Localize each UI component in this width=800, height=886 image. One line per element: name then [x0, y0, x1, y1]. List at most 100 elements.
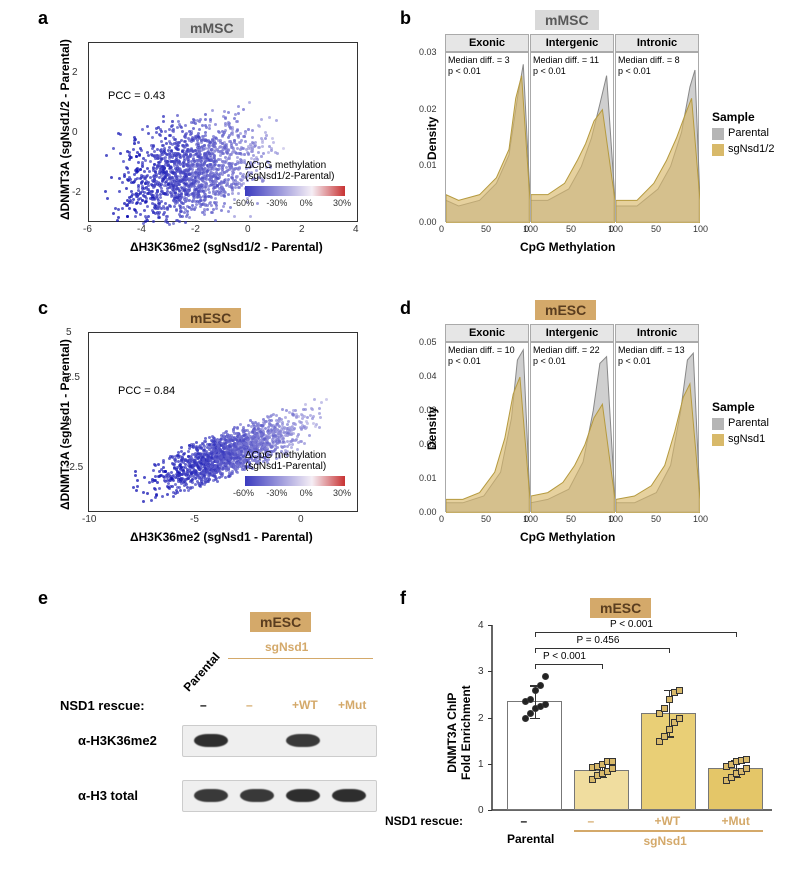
scatter-point	[229, 439, 232, 442]
scatter-point	[165, 218, 168, 221]
scatter-point	[271, 425, 274, 428]
scatter-point	[200, 139, 203, 142]
scatter-point	[223, 110, 226, 113]
scatter-point	[238, 161, 241, 164]
scatter-point	[222, 205, 225, 208]
scatter-point	[207, 188, 210, 191]
scatter-point	[190, 140, 193, 143]
scatter-point	[136, 479, 139, 482]
scatter-point	[180, 126, 183, 129]
scatter-point	[286, 445, 289, 448]
scatter-point	[260, 155, 263, 158]
scatter-point	[164, 160, 167, 163]
scatter-point	[184, 466, 187, 469]
panel-b-badge: mMSC	[535, 10, 599, 30]
scatter-point	[278, 420, 281, 423]
scatter-point	[203, 213, 206, 216]
scatter-point	[261, 145, 264, 148]
panel-a-badge: mMSC	[180, 18, 244, 38]
scatter-point	[222, 461, 225, 464]
scatter-point	[157, 164, 160, 167]
scatter-point	[263, 437, 266, 440]
scatter-point	[198, 170, 201, 173]
scatter-point	[208, 127, 211, 130]
scatter-point	[294, 423, 297, 426]
facet-header: Exonic	[445, 34, 529, 52]
scatter-point	[139, 147, 142, 150]
blot-band	[240, 789, 274, 802]
scatter-point	[171, 485, 174, 488]
scatter-point	[305, 426, 308, 429]
density-panel	[445, 342, 529, 512]
scatter-point	[311, 417, 314, 420]
scatter-point	[104, 190, 107, 193]
data-point	[743, 756, 750, 763]
scatter-point	[251, 129, 254, 132]
data-point	[537, 682, 544, 689]
scatter-point	[158, 216, 161, 219]
panel-d-legend-parental: Parental	[728, 417, 769, 429]
scatter-point	[192, 192, 195, 195]
scatter-point	[118, 190, 121, 193]
scatter-point	[187, 160, 190, 163]
scatter-point	[190, 121, 193, 124]
scatter-point	[127, 171, 130, 174]
scatter-point	[195, 203, 198, 206]
scatter-point	[146, 205, 149, 208]
scatter-point	[227, 210, 230, 213]
scatter-point	[132, 148, 135, 151]
scatter-point	[177, 456, 180, 459]
data-point	[527, 696, 534, 703]
scatter-point	[192, 127, 195, 130]
scatter-point	[175, 209, 178, 212]
scatter-point	[153, 487, 156, 490]
panel-d-swatch-sg	[712, 434, 724, 446]
scatter-point	[236, 432, 239, 435]
scatter-point	[171, 120, 174, 123]
scatter-point	[187, 450, 190, 453]
scatter-point	[166, 208, 169, 211]
scatter-point	[184, 208, 187, 211]
scatter-point	[149, 160, 152, 163]
scatter-point	[239, 152, 242, 155]
scatter-point	[134, 474, 137, 477]
scatter-point	[175, 219, 178, 222]
scatter-point	[206, 208, 209, 211]
scatter-point	[183, 185, 186, 188]
scatter-point	[268, 434, 271, 437]
scatter-point	[198, 164, 201, 167]
scatter-point	[146, 188, 149, 191]
scatter-point	[217, 164, 220, 167]
scatter-point	[214, 193, 217, 196]
scatter-point	[220, 194, 223, 197]
scatter-point	[128, 158, 131, 161]
scatter-point	[203, 162, 206, 165]
scatter-point	[166, 493, 169, 496]
panel-f-ylabel: DNMT3A ChIP Fold Enrichment	[445, 685, 473, 780]
data-point	[661, 733, 668, 740]
scatter-point	[122, 160, 125, 163]
scatter-point	[225, 456, 228, 459]
scatter-point	[164, 137, 167, 140]
scatter-point	[158, 211, 161, 214]
panel-c-pcc: PCC = 0.84	[118, 385, 175, 397]
scatter-point	[183, 188, 186, 191]
scatter-point	[151, 147, 154, 150]
scatter-point	[234, 438, 237, 441]
scatter-point	[218, 131, 221, 134]
panel-a-gradient	[245, 186, 345, 196]
scatter-point	[318, 426, 321, 429]
panel-b-xlabel: CpG Methylation	[520, 240, 615, 254]
scatter-point	[203, 144, 206, 147]
scatter-point	[112, 212, 115, 215]
scatter-point	[148, 170, 151, 173]
scatter-point	[241, 178, 244, 181]
scatter-point	[306, 416, 309, 419]
scatter-point	[127, 179, 130, 182]
panel-b-ylabel: Density	[425, 117, 439, 160]
scatter-point	[318, 412, 321, 415]
scatter-point	[181, 456, 184, 459]
scatter-point	[155, 127, 158, 130]
scatter-point	[224, 144, 227, 147]
scatter-point	[191, 478, 194, 481]
